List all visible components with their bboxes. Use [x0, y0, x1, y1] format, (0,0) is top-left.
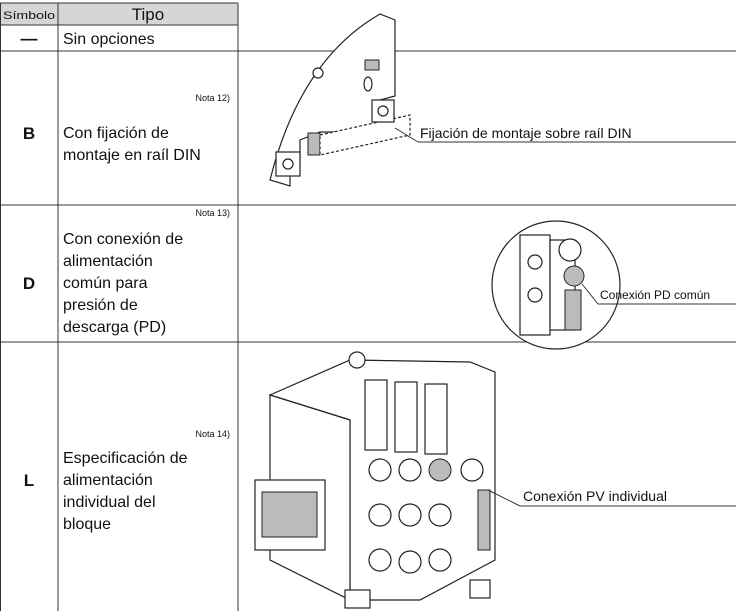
- callout-leader: [394, 127, 419, 143]
- row-type: descarga (PD): [63, 319, 166, 336]
- header-background: [0, 3, 238, 25]
- row-type: Con conexión de: [63, 231, 183, 248]
- din-rail-drawing: [269, 13, 411, 187]
- callout-label: Conexión PV individual: [523, 488, 667, 504]
- row-type: alimentación: [63, 253, 153, 270]
- row-symbol: D: [23, 274, 35, 293]
- row-symbol: B: [23, 124, 35, 143]
- pd-port-drawing: [491, 220, 621, 350]
- callout-leader: [581, 283, 599, 305]
- row-type: individual del: [63, 494, 156, 511]
- row-type: Con fijación de: [63, 125, 169, 142]
- row-note: Nota 13): [195, 208, 230, 218]
- header-type: Tipo: [132, 5, 164, 24]
- header-symbol: Símbolo: [3, 10, 55, 22]
- row-note: Nota 14): [195, 429, 230, 439]
- row-symbol: —: [21, 29, 38, 48]
- row-type: Especificación de: [63, 450, 188, 467]
- row-type: alimentación: [63, 472, 153, 489]
- row-note: Nota 12): [195, 93, 230, 103]
- callout-leader: [487, 489, 521, 507]
- callout-label: Fijación de montaje sobre raíl DIN: [420, 125, 632, 141]
- row-type: presión de: [63, 297, 138, 314]
- row-type: montaje en raíl DIN: [63, 147, 201, 164]
- row-type: bloque: [63, 516, 111, 533]
- row-type: común para: [63, 275, 148, 292]
- callout-label: Conexión PD común: [600, 288, 710, 302]
- manifold-drawing: [254, 351, 496, 609]
- row-symbol: L: [24, 471, 34, 490]
- row-type: Sin opciones: [63, 31, 155, 48]
